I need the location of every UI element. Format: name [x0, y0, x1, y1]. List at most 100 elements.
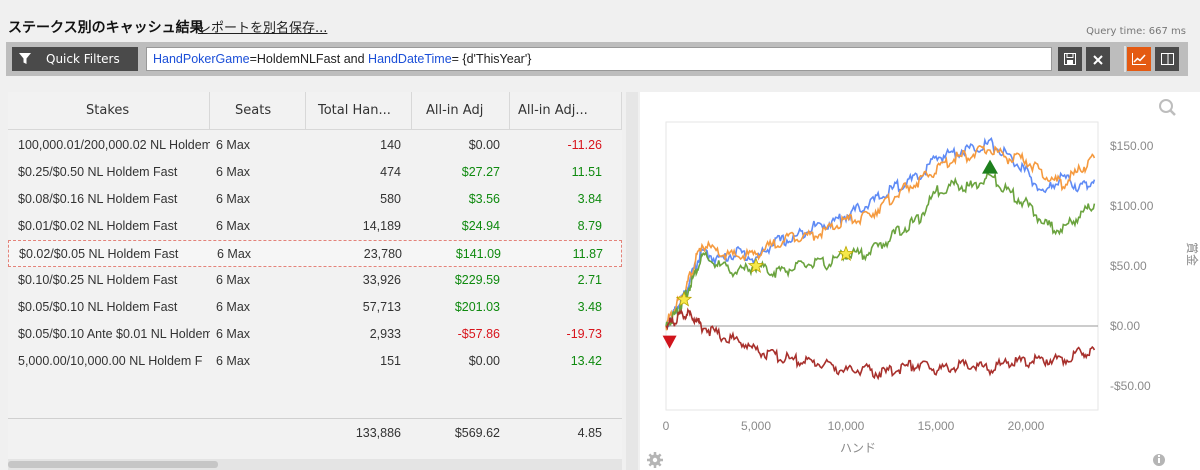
panel-toggle-button[interactable] [1155, 47, 1179, 71]
allin-adj-2-cell: 13.42 [570, 354, 602, 368]
allin-adj-2-cell: -11.26 [567, 138, 602, 152]
table-row[interactable]: $0.05/$0.10 NL Holdem Fast 6 Max 57,713 $20… [8, 294, 622, 321]
seats-cell: 6 Max [216, 300, 251, 314]
allin-adj-cell: $24.94 [461, 219, 500, 233]
total-allin-adj-2: 4.85 [577, 426, 602, 440]
seats-cell: 6 Max [216, 327, 251, 341]
seats-cell: 6 Max [216, 219, 251, 233]
stakes-cell: 100,000.01/200,000.02 NL Holdem [18, 138, 210, 152]
total-allin-adj: $569.62 [454, 426, 500, 440]
x-axis-label: ハンド [840, 441, 876, 455]
allin-adj-cell: $0.00 [468, 138, 500, 152]
chart-pane: $150.00 $100.00 $50.00 $0.00 -$50.00 0 5,000 10… [640, 92, 1200, 470]
report-header: ステークス別のキャッシュ結果 レポートを別名保存... Query time: … [0, 0, 1200, 42]
star-marker [747, 257, 765, 274]
allin-adj-cell: $0.00 [468, 354, 500, 368]
allin-adj-cell: $141.09 [455, 247, 501, 261]
stakes-cell: $0.05/$0.10 Ante $0.01 NL Holdem [18, 327, 210, 341]
quick-filters-button[interactable]: Quick Filters [12, 47, 138, 71]
grid-header: Stakes Seats Total Han... All-in Adj All… [8, 92, 622, 130]
star-marker [837, 245, 855, 262]
total-hands-cell: 33,926 [362, 273, 401, 287]
allin-adj-2-cell: 3.48 [577, 300, 602, 314]
table-row[interactable]: 5,000.00/10,000.00 NL Holdem F 6 Max 151 $0… [8, 348, 622, 375]
x-tick-label: 5,000 [741, 419, 771, 433]
stakes-cell: $0.10/$0.25 NL Holdem Fast [18, 273, 178, 287]
table-row[interactable]: $0.08/$0.16 NL Holdem Fast 6 Max 580 $3.56 3… [8, 186, 622, 213]
filter-field-name: HandPokerGame [153, 52, 250, 66]
total-hands-cell: 140 [380, 138, 401, 152]
table-row[interactable]: $0.01/$0.02 NL Holdem Fast 6 Max 14,189 $24… [8, 213, 622, 240]
allin-adj-cell: $27.27 [461, 165, 500, 179]
stakes-cell: $0.25/$0.50 NL Holdem Fast [18, 165, 178, 179]
funnel-icon [12, 47, 38, 71]
allin-adj-2-cell: 3.84 [577, 192, 602, 206]
save-report-as-link[interactable]: レポートを別名保存... [198, 21, 328, 36]
allin-adj-cell: -$57.86 [457, 327, 500, 341]
seats-cell: 6 Max [216, 354, 251, 368]
quick-filters-label: Quick Filters [46, 52, 120, 66]
allin-adj-2-cell: 11.51 [571, 165, 602, 179]
column-header-stakes[interactable]: Stakes [8, 92, 210, 130]
table-row[interactable]: $0.10/$0.25 NL Holdem Fast 6 Max 33,926 $22… [8, 267, 622, 294]
table-row[interactable]: $0.05/$0.10 Ante $0.01 NL Holdem 6 Max 2,9… [8, 321, 622, 348]
seats-cell: 6 Max [216, 165, 251, 179]
horizontal-scrollbar[interactable] [8, 459, 622, 470]
table-row[interactable]: $0.02/$0.05 NL Holdem Fast 6 Max 23,780 $14… [8, 240, 622, 267]
line-chart-icon [1132, 50, 1146, 69]
winnings-chart: $150.00 $100.00 $50.00 $0.00 -$50.00 0 5,000 10… [647, 99, 1200, 468]
stakes-cell: $0.08/$0.16 NL Holdem Fast [18, 192, 178, 206]
column-header-allin-adj-2[interactable]: All-in Adj... [510, 92, 622, 130]
pane-splitter[interactable] [626, 92, 638, 470]
info-icon[interactable] [1153, 454, 1165, 466]
total-hands-cell: 14,189 [362, 219, 401, 233]
allin-adj-2-cell: 8.79 [577, 219, 602, 233]
x-tick-label: 0 [663, 419, 670, 433]
zoom-icon[interactable] [1159, 99, 1176, 116]
seats-cell: 6 Max [216, 273, 251, 287]
filter-query-input[interactable]: HandPokerGame=HoldemNLFast and HandDateT… [146, 47, 1052, 71]
plot-frame [665, 121, 1099, 411]
scrollbar-thumb[interactable] [8, 461, 218, 468]
totals-row: 133,886 $569.62 4.85 [8, 418, 622, 446]
gear-icon[interactable] [647, 452, 663, 468]
filter-field-name: HandDateTime [368, 52, 452, 66]
stakes-grid: Stakes Seats Total Han... All-in Adj All… [8, 92, 622, 470]
stakes-cell: 5,000.00/10,000.00 NL Holdem F [18, 354, 203, 368]
table-row[interactable]: 100,000.01/200,000.02 NL Holdem 6 Max 140 $… [8, 132, 622, 159]
allin-adj-2-cell: 2.71 [577, 273, 602, 287]
close-icon [1093, 50, 1103, 69]
filter-expression: =HoldemNLFast and [249, 52, 369, 66]
allin-adj-cell: $3.56 [468, 192, 500, 206]
total-hands-cell: 580 [380, 192, 401, 206]
stakes-cell: $0.05/$0.10 NL Holdem Fast [18, 300, 178, 314]
series-line-4 [665, 307, 1096, 381]
chart-toggle-button[interactable] [1127, 47, 1151, 71]
max-triangle-marker [982, 159, 998, 174]
save-filter-button[interactable] [1058, 47, 1082, 71]
total-hands-cell: 474 [380, 165, 401, 179]
series-line-1 [665, 137, 1096, 328]
star-marker [675, 290, 693, 307]
x-tick-label: 15,000 [918, 419, 955, 433]
total-hands: 133,886 [355, 426, 401, 440]
total-hands-cell: 23,780 [363, 247, 402, 261]
toolbar-separator [1124, 46, 1126, 72]
y-tick-label: $150.00 [1110, 139, 1154, 153]
panel-icon [1160, 50, 1174, 69]
column-header-total-hands[interactable]: Total Han... [306, 92, 412, 130]
allin-adj-cell: $229.59 [454, 273, 500, 287]
allin-adj-2-cell: 11.87 [572, 247, 603, 261]
x-tick-label: 10,000 [828, 419, 865, 433]
filter-expression: = {d'ThisYear'} [451, 52, 532, 66]
table-row[interactable]: $0.25/$0.50 NL Holdem Fast 6 Max 474 $27.27… [8, 159, 622, 186]
x-tick-label: 20,000 [1008, 419, 1045, 433]
column-header-allin-adj[interactable]: All-in Adj [412, 92, 510, 130]
seats-cell: 6 Max [217, 247, 252, 261]
clear-filter-button[interactable] [1086, 47, 1110, 71]
filter-bar: Quick Filters HandPokerGame=HoldemNLFast… [6, 42, 1188, 76]
y-tick-label: $100.00 [1110, 199, 1154, 213]
column-header-seats[interactable]: Seats [210, 92, 306, 130]
save-icon [1064, 50, 1076, 69]
series-line-3 [665, 171, 1096, 327]
